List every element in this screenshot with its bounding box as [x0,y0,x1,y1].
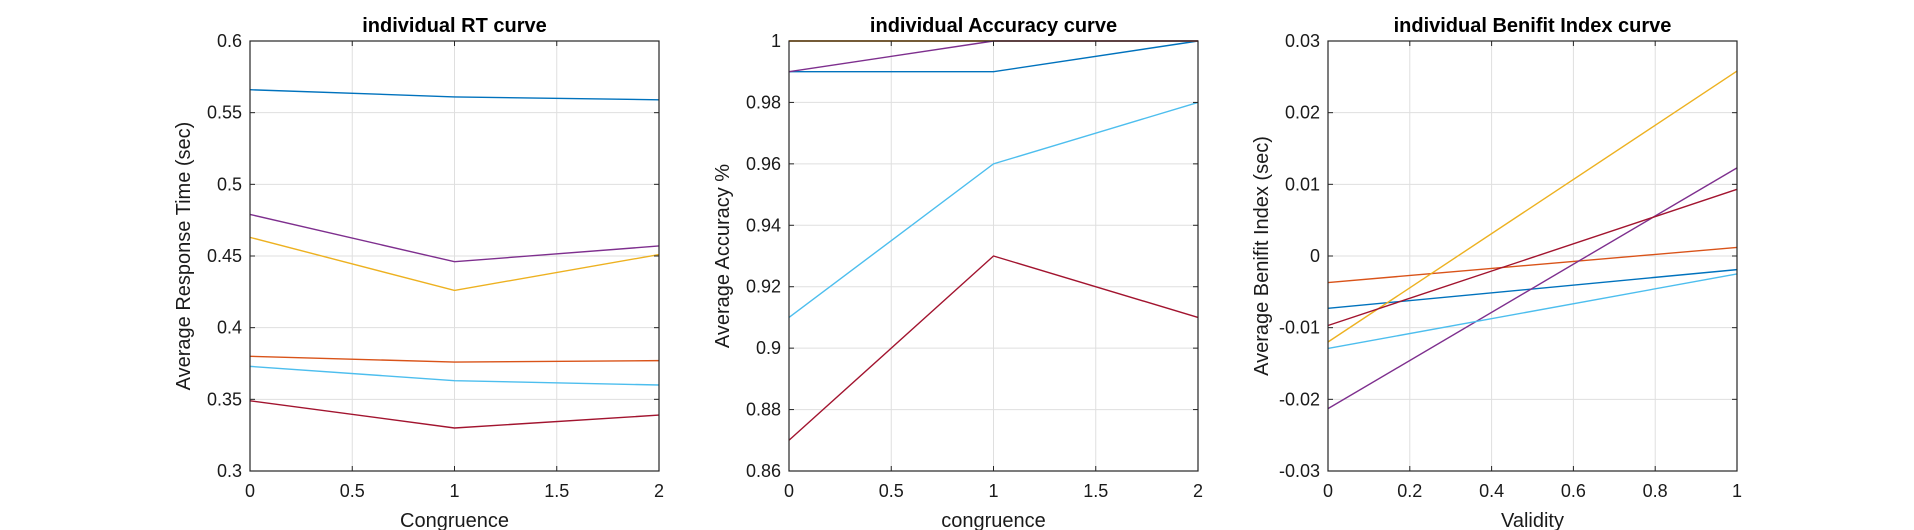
series-line-4 [249,213,660,263]
y-tick-label: 1 [771,31,781,51]
chart-title: individual Benifit Index curve [1394,15,1672,37]
y-tick-label: 0.96 [746,154,781,174]
y-tick-label: 0 [1310,246,1320,266]
x-tick-label: 0.2 [1397,481,1422,501]
x-tick-label: 0 [245,481,255,501]
benefit-index-chart: 0 0.2 0.4 0.6 0.8 1 -0.03 -0.02 -0.01 0 0.01 0.02 0.… [1251,15,1742,530]
plot-area: 0 0.5 1 1.5 2 0.86 0.88 0.9 0.92 0.94 0.96 0.98 1 [746,31,1203,501]
x-axis-label: congruence [941,510,1046,530]
series-line-4 [1327,167,1738,410]
series-line-5 [788,101,1199,318]
y-tick-label: 0.86 [746,461,781,481]
y-tick-label: 0.98 [746,92,781,112]
x-tick-label: 1 [988,481,998,501]
x-tick-label: 0 [1323,481,1333,501]
x-tick-label: 1 [449,481,459,501]
x-tick-label: 2 [654,481,664,501]
y-tick-label: 0.55 [207,103,242,123]
series-line-5 [249,365,660,386]
y-tick-label: -0.03 [1279,461,1320,481]
y-axis-label: Average Accuracy % [712,164,734,348]
x-tick-label: 1.5 [544,481,569,501]
x-tick-label: 0.5 [340,481,365,501]
x-tick-label: 1 [1732,481,1742,501]
x-tick-label: 0 [784,481,794,501]
y-tick-label: 0.4 [217,318,242,338]
x-tick-label: 2 [1193,481,1203,501]
y-tick-label: 0.92 [746,277,781,297]
y-tick-label: -0.01 [1279,318,1320,338]
series-line-6 [249,400,660,429]
y-tick-label: 0.94 [746,215,781,235]
y-tick-label: 0.01 [1285,174,1320,194]
series-line-6 [1327,188,1738,327]
y-tick-label: -0.02 [1279,389,1320,409]
x-axis-label: Validity [1501,510,1564,530]
x-tick-label: 1.5 [1083,481,1108,501]
y-tick-label: 0.5 [217,174,242,194]
x-tick-label: 0.8 [1643,481,1668,501]
series-line-6 [788,255,1199,441]
series-line-1 [789,40,1199,73]
y-tick-label: 0.3 [217,461,242,481]
x-tick-label: 0.5 [879,481,904,501]
x-tick-label: 0.6 [1561,481,1586,501]
series-line-5 [1327,273,1738,350]
y-tick-label: 0.03 [1285,31,1320,51]
series-line-3 [1327,70,1738,343]
plot-area: 0 0.5 1 1.5 2 0.3 0.35 0.4 0.45 0.5 0.55 0.6 [207,31,664,501]
chart-title: individual RT curve [362,15,546,37]
plot-area: 0 0.2 0.4 0.6 0.8 1 -0.03 -0.02 -0.01 0 0.01 0.02 0.… [1279,31,1742,501]
series-line-1 [249,89,660,101]
chart-title: individual Accuracy curve [870,15,1117,37]
y-tick-label: 0.6 [217,31,242,51]
y-tick-label: 0.35 [207,389,242,409]
accuracy-chart: 0 0.5 1 1.5 2 0.86 0.88 0.9 0.92 0.94 0.96 0.98 1 in… [712,15,1203,530]
y-axis-label: Average Benifit Index (sec) [1251,136,1273,376]
y-tick-label: 0.02 [1285,103,1320,123]
y-tick-label: 0.88 [746,400,781,420]
series-line-2 [1327,246,1738,284]
x-tick-label: 0.4 [1479,481,1504,501]
rt-chart: 0 0.5 1 1.5 2 0.3 0.35 0.4 0.45 0.5 0.55 0.6 indivi… [173,15,664,530]
y-axis-label: Average Response Time (sec) [173,122,195,391]
y-tick-label: 0.45 [207,246,242,266]
y-tick-label: 0.9 [756,338,781,358]
series-line-3 [249,236,660,292]
series-line-2 [249,355,660,363]
x-axis-label: Congruence [400,510,509,530]
